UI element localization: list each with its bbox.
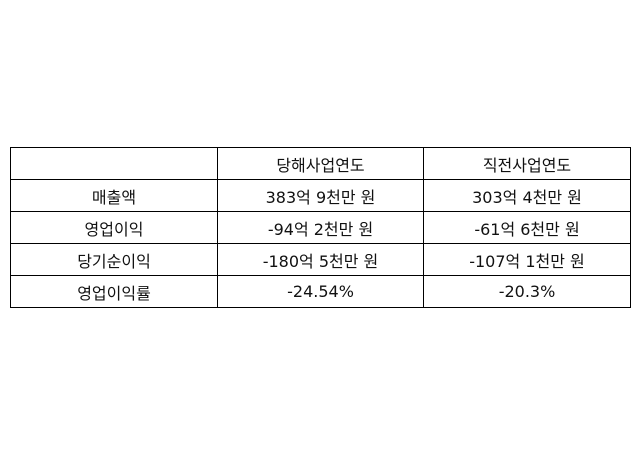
header-cell <box>10 147 218 180</box>
row-label: 영업이익률 <box>10 275 218 308</box>
row-label: 매출액 <box>10 179 218 212</box>
row-label: 영업이익 <box>10 211 218 244</box>
table-cell: -180억 5천만 원 <box>217 243 424 276</box>
header-cell: 당해사업연도 <box>217 147 424 180</box>
financial-table: 당해사업연도 직전사업연도 매출액 383억 9천만 원 303억 4천만 원 … <box>10 147 631 308</box>
table-cell: -20.3% <box>423 275 631 308</box>
header-row: 당해사업연도 직전사업연도 <box>10 147 631 180</box>
row-label: 당기순이익 <box>10 243 218 276</box>
table-cell: -94억 2천만 원 <box>217 211 424 244</box>
table-cell: -61억 6천만 원 <box>423 211 631 244</box>
table-cell: 303억 4천만 원 <box>423 179 631 212</box>
table-row: 당기순이익 -180억 5천만 원 -107억 1천만 원 <box>10 243 631 276</box>
table-row: 영업이익 -94억 2천만 원 -61억 6천만 원 <box>10 211 631 244</box>
header-cell: 직전사업연도 <box>423 147 631 180</box>
table-row: 매출액 383억 9천만 원 303억 4천만 원 <box>10 179 631 212</box>
table-row: 영업이익률 -24.54% -20.3% <box>10 275 631 308</box>
table-cell: -24.54% <box>217 275 424 308</box>
table-cell: 383억 9천만 원 <box>217 179 424 212</box>
table-cell: -107억 1천만 원 <box>423 243 631 276</box>
